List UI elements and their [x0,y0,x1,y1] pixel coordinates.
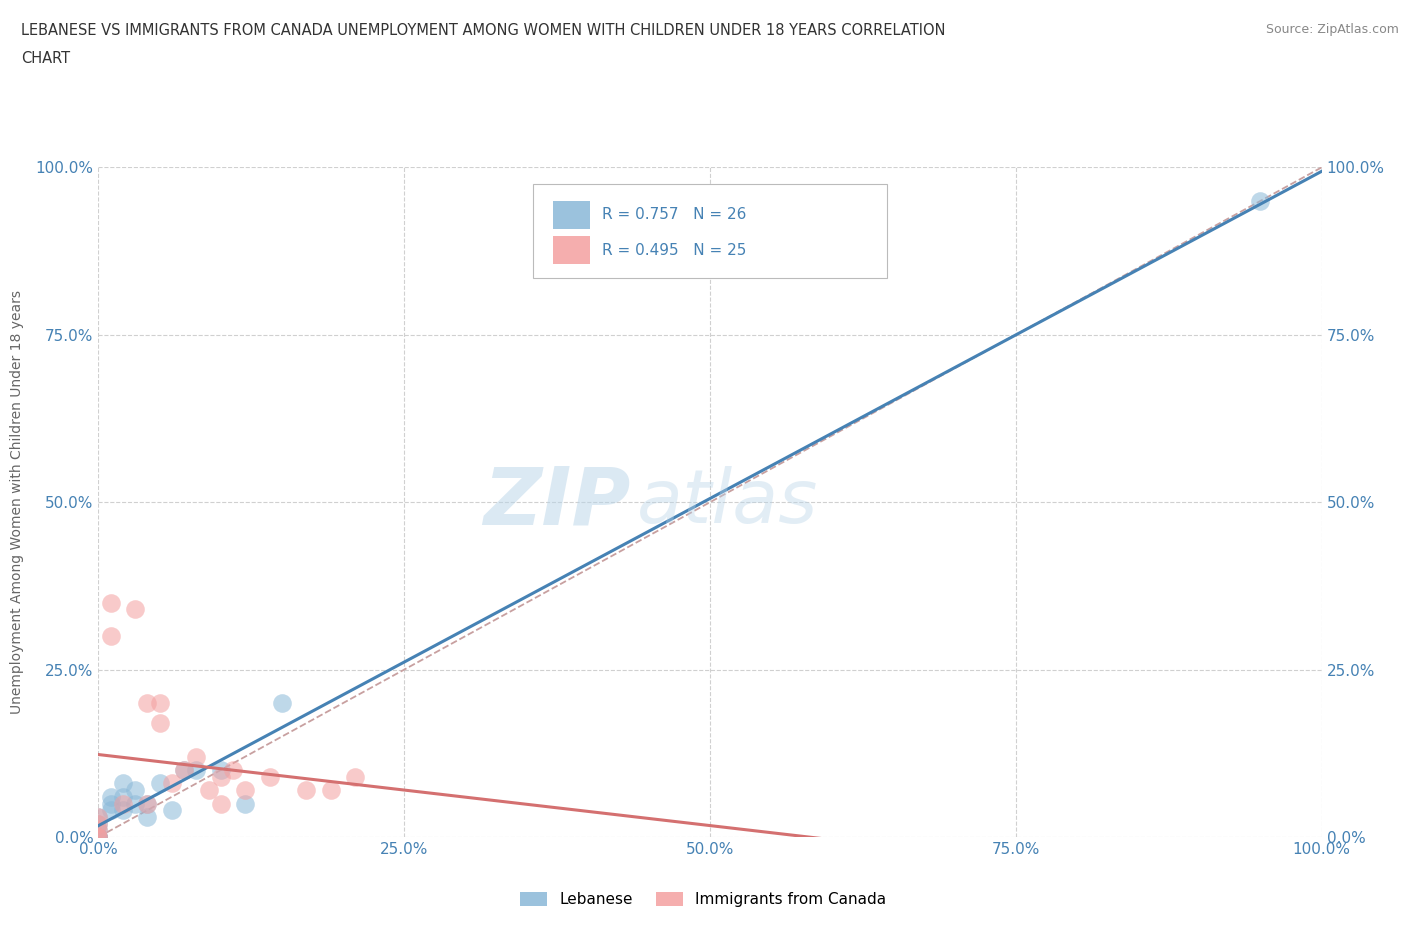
Point [100,803,122,817]
FancyBboxPatch shape [554,201,591,229]
Point [87,830,110,844]
Point [149,696,172,711]
Legend: Lebanese, Immigrants from Canada: Lebanese, Immigrants from Canada [513,885,893,913]
Text: LEBANESE VS IMMIGRANTS FROM CANADA UNEMPLOYMENT AMONG WOMEN WITH CHILDREN UNDER : LEBANESE VS IMMIGRANTS FROM CANADA UNEMP… [21,23,946,38]
Point [270,696,294,711]
Point [233,796,256,811]
Point [319,783,342,798]
Point [87,830,110,844]
Point [111,796,134,811]
Point [209,769,232,784]
Point [111,790,134,804]
Point [87,809,110,824]
Y-axis label: Unemployment Among Women with Children Under 18 years: Unemployment Among Women with Children U… [10,290,24,714]
Point [136,796,159,811]
Point [149,776,172,790]
Point [136,696,159,711]
Point [233,783,256,798]
Text: atlas: atlas [637,466,818,538]
Point [124,602,146,617]
Point [124,783,146,798]
Point [87,830,110,844]
Point [209,763,232,777]
Point [295,783,318,798]
Point [136,796,159,811]
Text: ZIP: ZIP [484,463,630,541]
Point [87,830,110,844]
Point [87,823,110,838]
Text: CHART: CHART [21,51,70,66]
Point [197,783,219,798]
Point [186,750,208,764]
Point [111,803,134,817]
Text: R = 0.495   N = 25: R = 0.495 N = 25 [602,243,747,258]
Point [111,776,134,790]
Point [173,763,195,777]
Point [149,716,172,731]
Point [100,595,122,610]
Point [160,803,183,817]
Point [136,809,159,824]
Point [87,830,110,844]
Point [87,809,110,824]
Point [222,763,245,777]
Point [87,817,110,831]
Point [344,769,367,784]
Point [259,769,281,784]
Text: R = 0.757   N = 26: R = 0.757 N = 26 [602,207,747,222]
Point [100,629,122,644]
Point [209,796,232,811]
Point [100,790,122,804]
Point [100,796,122,811]
Point [173,763,195,777]
Point [87,830,110,844]
Point [160,776,183,790]
FancyBboxPatch shape [554,236,591,264]
Point [87,830,110,844]
Point [87,823,110,838]
FancyBboxPatch shape [533,184,887,278]
Point [124,796,146,811]
Point [1249,193,1271,208]
Point [186,763,208,777]
Point [87,817,110,831]
Text: Source: ZipAtlas.com: Source: ZipAtlas.com [1265,23,1399,36]
